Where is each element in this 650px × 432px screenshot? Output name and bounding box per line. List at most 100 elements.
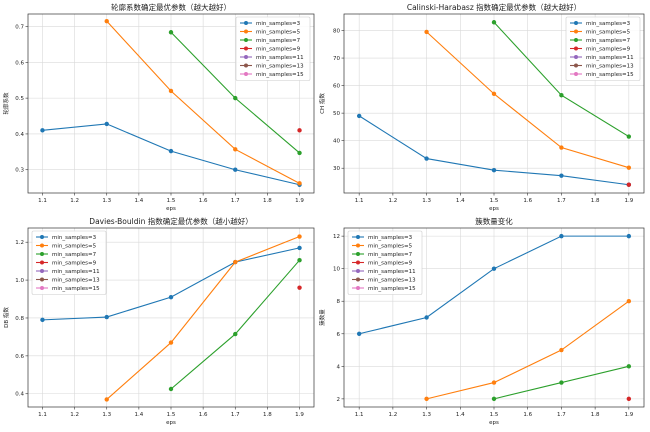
data-point [491,20,497,25]
data-point [424,29,429,35]
legend: min_samples=3 min_samples=5 min_samples=7m… [347,230,423,295]
x-axis-label: eps [166,206,176,212]
legend-box [235,16,311,81]
legend-entry: min_samples=11 [52,269,100,275]
data-point [491,266,497,271]
data-point [424,156,429,161]
legend-entry: min_samples=9 [52,261,97,267]
series-line [426,31,629,169]
data-point [297,245,302,251]
y-tick-label: 40 [333,139,340,145]
data-point [559,93,564,98]
series-min-samples-9 [297,128,302,133]
y-tick-label: 60 [333,84,340,90]
data-point [559,145,564,150]
series-line [106,236,300,400]
data-point [297,181,302,186]
x-tick-label: 1.7 [557,412,566,418]
legend-marker [574,72,578,76]
legend-marker [574,29,578,34]
y-axis-label: DB 指数 [2,307,10,328]
data-point [491,167,497,173]
legend-entry: min_samples=7 [256,38,301,44]
data-point [168,294,174,300]
legend-marker [574,63,578,68]
y-tick-label: 1.0 [15,278,24,284]
x-tick-label: 1.9 [295,198,304,204]
x-tick-label: 1.7 [231,198,240,204]
x-tick-label: 1.5 [490,412,499,418]
x-tick-label: 1.8 [263,412,272,418]
series-line [106,20,300,184]
series-min-samples-9 [626,182,632,187]
legend-entry: min_samples=13 [256,64,304,70]
data-point [297,285,302,290]
x-tick-label: 1.8 [591,412,600,418]
series-min-samples-5 [424,299,632,402]
series-min-samples-7 [168,258,302,392]
data-point [491,380,497,385]
data-point [297,150,302,156]
data-point [559,347,564,353]
legend-marker [356,252,360,256]
x-tick-label: 1.4 [456,412,465,418]
legend-marker [244,38,248,42]
data-point [168,88,174,94]
legend-entry: min_samples=15 [368,286,416,292]
data-point [40,317,45,323]
data-point [104,397,109,402]
legend-marker [244,55,248,59]
data-point [168,30,174,35]
x-tick-label: 1.2 [70,198,79,204]
data-point [104,314,109,320]
legend-marker [244,29,248,34]
y-tick-label: 12 [333,234,340,240]
data-point [626,299,632,304]
y-tick-label: 4 [337,364,341,370]
x-tick-label: 1.7 [231,412,240,418]
data-point [626,396,632,402]
data-point [297,234,302,239]
x-tick-label: 1.4 [134,412,143,418]
data-point [626,233,632,239]
y-tick-label: 50 [333,111,340,117]
x-tick-label: 1.3 [422,412,431,418]
legend-entry: min_samples=3 [586,21,631,27]
chart-3: Davies-Bouldin 指数确定最优参数（越小越好） 1.1 1.2 1.3 1.… [2,216,315,426]
x-tick-label: 1.3 [102,198,111,204]
legend-entry: min_samples=13 [586,64,634,70]
y-tick-label: 0.4 [15,392,24,398]
legend: min_samples=3 min_samples=5 min_samples=7m… [235,16,311,81]
legend-entry: min_samples=3 [368,235,413,241]
data-point [168,386,174,392]
legend-entry: min_samples=3 [256,21,301,27]
y-tick-label: 0.6 [15,354,24,360]
x-tick-label: 1.1 [355,412,364,418]
x-tick-label: 1.9 [295,412,304,418]
data-point [356,331,362,336]
legend-entry: min_samples=11 [368,269,416,275]
data-point [168,148,174,154]
data-point [297,258,302,263]
x-tick-label: 1.6 [199,198,208,204]
legend-entry: min_samples=15 [256,72,304,78]
series-min-samples-5 [424,29,632,170]
legend-entry: min_samples=11 [256,55,304,61]
legend-box [565,16,641,81]
legend-entry: min_samples=7 [368,252,413,258]
legend-entry: min_samples=15 [52,286,100,292]
series-line [426,300,630,400]
y-tick-label: 10 [333,267,340,273]
data-point [104,18,109,24]
x-tick-label: 1.3 [422,198,431,204]
series-min-samples-7 [491,364,632,402]
x-tick-label: 1.5 [490,198,499,204]
legend-marker [356,286,360,290]
legend-entry: min_samples=9 [368,261,413,267]
y-tick-label: 1.2 [15,240,24,246]
y-tick-label: 80 [333,29,340,35]
legend-marker [356,269,360,273]
data-point [168,340,174,345]
chart-title: Calinski-Harabasz 指数确定最优参数（越大越好） [407,2,581,12]
